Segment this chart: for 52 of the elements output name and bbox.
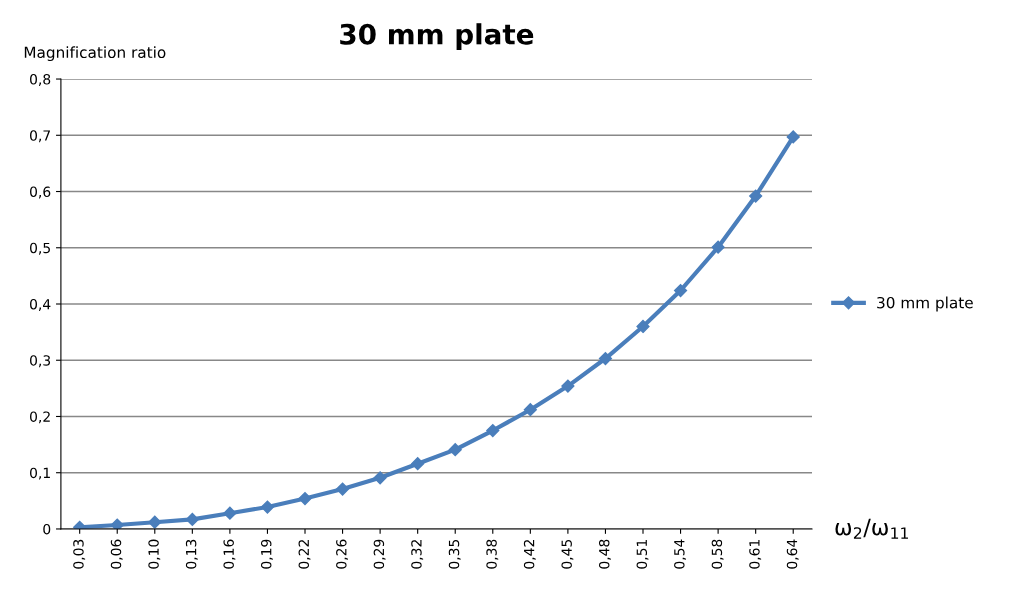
chart-title: 30 mm plate: [340, 23, 534, 51]
y-tick-label: 0,5: [30, 242, 50, 255]
x-tick-label: 0,26: [336, 539, 349, 569]
point: [561, 379, 575, 393]
x-tick-label: 0,06: [110, 539, 123, 569]
x-tick-label: 0,58: [711, 539, 724, 569]
point: [711, 240, 725, 254]
y-tick-label: 0,4: [30, 298, 51, 311]
x-tick-label: 0,10: [148, 539, 161, 569]
y-tick-label: 0,1: [30, 467, 50, 480]
x-axis-title: ω$_{2}$/ω$_{11}$: [835, 518, 908, 539]
point: [598, 351, 613, 366]
x-tick-label: 0,42: [523, 540, 536, 569]
x-tick-label: 0,16: [223, 539, 236, 569]
point: [335, 482, 350, 496]
x-tick-label: 0,19: [260, 539, 273, 569]
point: [749, 189, 763, 203]
point: [148, 515, 162, 529]
point: [636, 319, 650, 334]
point: [486, 423, 500, 438]
point: [223, 506, 237, 520]
y-tick-label: 0,8: [30, 74, 51, 86]
x-tick-label: 0,22: [298, 540, 311, 569]
x-tick-label: 0,51: [636, 539, 649, 569]
point: [260, 500, 275, 514]
x-tick-label: 0,13: [185, 539, 198, 569]
x-tick-label: 0,64: [786, 539, 799, 569]
x-tick-label: 0,03: [73, 539, 86, 569]
point: [786, 130, 800, 144]
x-tick-label: 0,61: [749, 539, 762, 569]
x-tick-label: 0,54: [674, 539, 686, 569]
x-tick-label: 0,35: [448, 539, 461, 569]
y-tick-label: 0: [43, 523, 51, 535]
x-tick-label: 0,38: [486, 539, 499, 569]
x-tick-label: 0,45: [561, 539, 574, 569]
legend-label: 30 mm plate: [877, 296, 973, 312]
y-tick-label: 0,7: [30, 130, 50, 143]
x-tick-label: 0,32: [411, 540, 424, 569]
point: [448, 443, 462, 457]
y-tick-label: 0,2: [30, 411, 50, 424]
y-tick-label: 0,6: [30, 186, 51, 199]
x-tick-label: 0,29: [373, 539, 386, 569]
point: [523, 403, 537, 417]
point: [673, 283, 688, 298]
y-tick-label: 0,3: [30, 355, 51, 368]
point: [298, 492, 312, 506]
x-tick-label: 0,48: [598, 539, 611, 569]
point: [411, 457, 425, 471]
y-axis-title: Magnification ratio: [24, 46, 166, 62]
point: [185, 512, 199, 526]
point: [110, 518, 124, 529]
point: [373, 471, 387, 485]
